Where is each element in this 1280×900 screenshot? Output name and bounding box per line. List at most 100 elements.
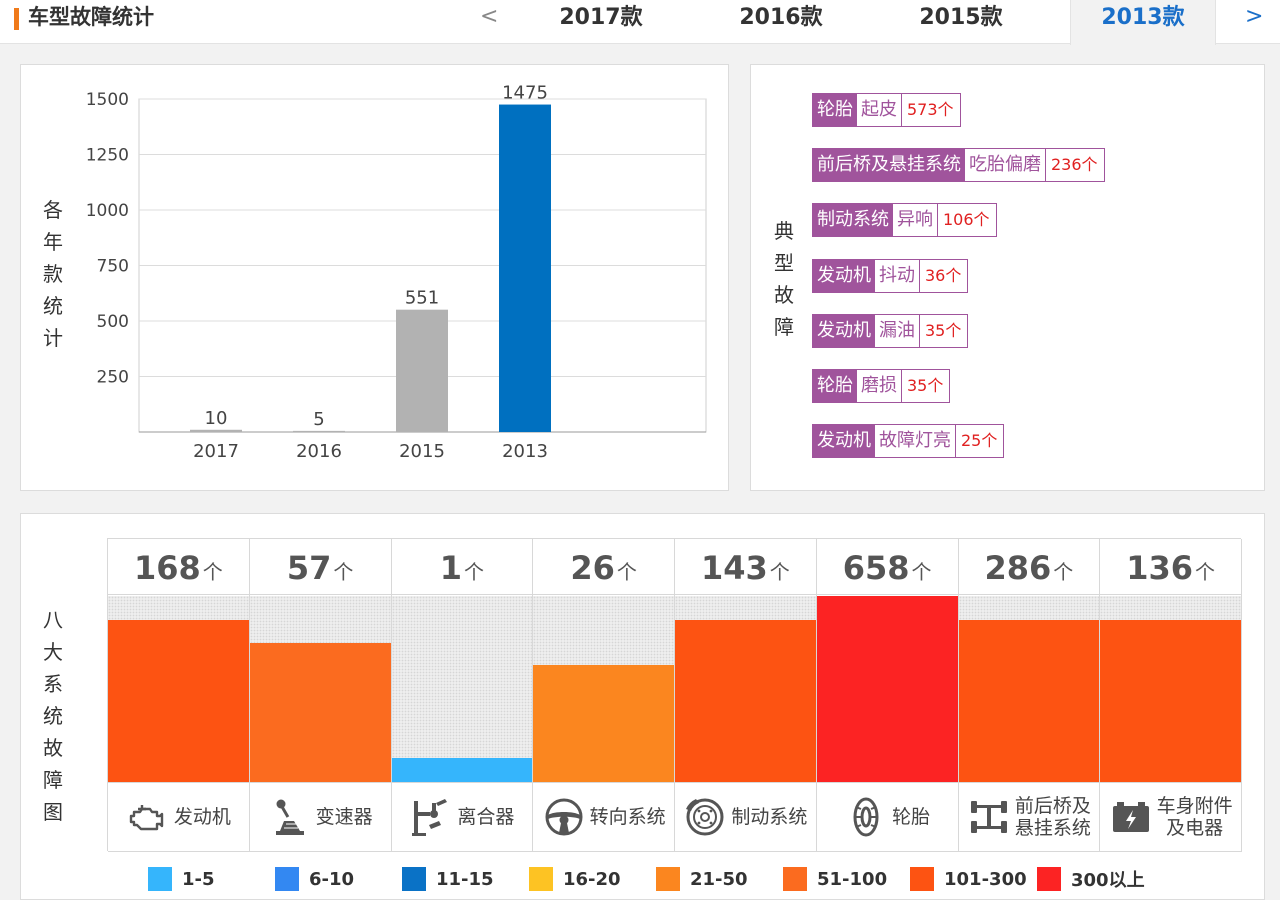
system-count-unit: 个 [333,560,354,584]
system-column[interactable]: 1 个离合器 [391,539,534,852]
x-tick-label-2015: 2015 [399,441,445,462]
x-tick-label-2013: 2013 [502,441,548,462]
system-count-number: 658 [842,549,910,587]
system-count-number: 286 [984,549,1052,587]
fault-system: 轮胎 [813,370,857,402]
prev-arrow-button[interactable]: < [480,4,499,29]
system-name: 前后桥及 悬挂系统 [1014,795,1091,839]
system-column[interactable]: 26 个转向系统 [533,539,675,852]
tab-2015[interactable]: 2015款 [919,5,1003,30]
legend-swatch [783,867,807,891]
fault-system: 发动机 [813,259,875,292]
legend-item: 11-15 [402,866,529,892]
fault-tag[interactable]: 发动机 故障灯亮 25个 [812,424,1005,459]
system-name: 车身附件 及电器 [1156,795,1233,839]
legend-swatch [1037,867,1061,891]
system-name-cell: 前后桥及 悬挂系统 [958,782,1100,852]
year-chart-panel: 各年款统计 250 500 750 1000 1250 1500 10 2017 5 2016 55… [20,64,729,491]
brake-disc-icon [683,795,727,839]
x-tick-label-2016: 2016 [296,441,342,462]
gear-shift-icon [268,795,312,839]
system-bar [816,596,958,782]
next-arrow-button[interactable]: > [1245,4,1264,29]
color-legend: 1-5 6-10 11-15 16-20 21-50 51-100 101-300 300以上 [148,866,1164,892]
system-name-cell: 变速器 [249,782,391,852]
system-count-number: 57 [286,549,332,587]
system-count-unit: 个 [464,560,484,584]
bar-2013 [499,104,551,433]
year-bar-chart: 250 500 750 1000 1250 1500 10 2017 5 2016 551 2015 1… [86,83,707,462]
system-bar-track [249,596,391,782]
fault-count: 35个 [907,376,944,395]
system-count-number: 143 [700,549,768,587]
engine-icon [126,795,170,839]
legend-item: 6-10 [275,866,402,892]
legend-label: 101-300 [944,868,1027,890]
legend-label: 21-50 [690,868,748,890]
system-column[interactable]: 136 个车身附件 及电器 [1100,539,1242,852]
fault-count: 25个 [961,431,998,451]
fault-tag[interactable]: 轮胎 起皮 573个 [812,93,961,127]
system-count: 286 个 [958,539,1100,595]
system-column[interactable]: 168 个发动机 [108,539,250,852]
legend-swatch [402,867,426,891]
system-column[interactable]: 143 个制动系统 [675,539,817,852]
system-count-number: 136 [1126,549,1194,587]
legend-label: 16-20 [563,868,621,890]
system-bar-track [533,596,674,782]
systems-label: 八大系统故障图 [43,608,63,824]
system-count: 57 个 [249,539,391,595]
system-count: 658 个 [816,539,958,595]
legend-item: 101-300 [910,866,1037,892]
system-bar-track [958,596,1100,782]
fault-tag[interactable]: 发动机 抖动 36个 [812,258,969,293]
tab-2016[interactable]: 2016款 [739,5,823,30]
system-bar [675,620,816,782]
system-name: 转向系统 [589,806,666,828]
system-count-unit: 个 [911,560,932,584]
fault-type: 异响 [893,204,938,237]
systems-table: 168 个发动机 57 个变速器 1 个离合器 26 个转向系统 143 个制动系统 658 个轮胎 2… [107,538,1242,852]
fault-tag[interactable]: 制动系统 异响 106个 [812,203,997,238]
system-name: 制动系统 [731,806,808,828]
tab-2013[interactable]: 2013款 [1070,0,1216,45]
legend-swatch [275,867,299,891]
bar-2015 [396,309,448,432]
fault-type: 抖动 [875,259,920,292]
fault-count: 573个 [907,100,954,119]
y-tick-label: 1250 [86,146,129,166]
system-bar-track [675,596,816,782]
system-bar-track [1100,596,1241,782]
fault-tag[interactable]: 前后桥及悬挂系统 吃胎偏磨 236个 [812,148,1105,183]
title-accent-bar [14,8,19,30]
system-name-cell: 制动系统 [675,782,816,852]
fault-count: 35个 [925,320,962,340]
system-name-cell: 车身附件 及电器 [1100,782,1241,852]
fault-type: 漏油 [875,314,920,347]
legend-swatch [910,867,934,891]
system-name: 轮胎 [892,806,931,828]
system-name-cell: 发动机 [108,782,249,852]
data-label-2013: 1475 [502,83,548,104]
fault-tag[interactable]: 发动机 漏油 35个 [812,313,969,348]
y-tick-label: 1500 [86,90,129,110]
tab-2017[interactable]: 2017款 [559,5,643,30]
legend-label: 300以上 [1071,870,1145,891]
system-bar [108,620,249,782]
system-column[interactable]: 57 个变速器 [249,539,392,852]
system-count-unit: 个 [202,560,223,584]
bar-2017 [190,429,242,432]
system-name-cell: 离合器 [391,782,533,852]
system-bar [533,664,674,782]
legend-swatch [529,867,553,891]
system-column[interactable]: 658 个轮胎 [816,539,959,852]
fault-type: 起皮 [857,94,902,126]
system-column[interactable]: 286 个前后桥及 悬挂系统 [958,539,1101,852]
system-name-cell: 转向系统 [533,782,674,852]
fault-tag[interactable]: 轮胎 磨损 35个 [812,369,951,403]
system-name: 发动机 [173,806,231,828]
legend-item: 300以上 [1037,866,1164,892]
system-bar [1100,620,1241,782]
system-bar [249,642,391,782]
y-tick-label: 500 [97,312,129,332]
